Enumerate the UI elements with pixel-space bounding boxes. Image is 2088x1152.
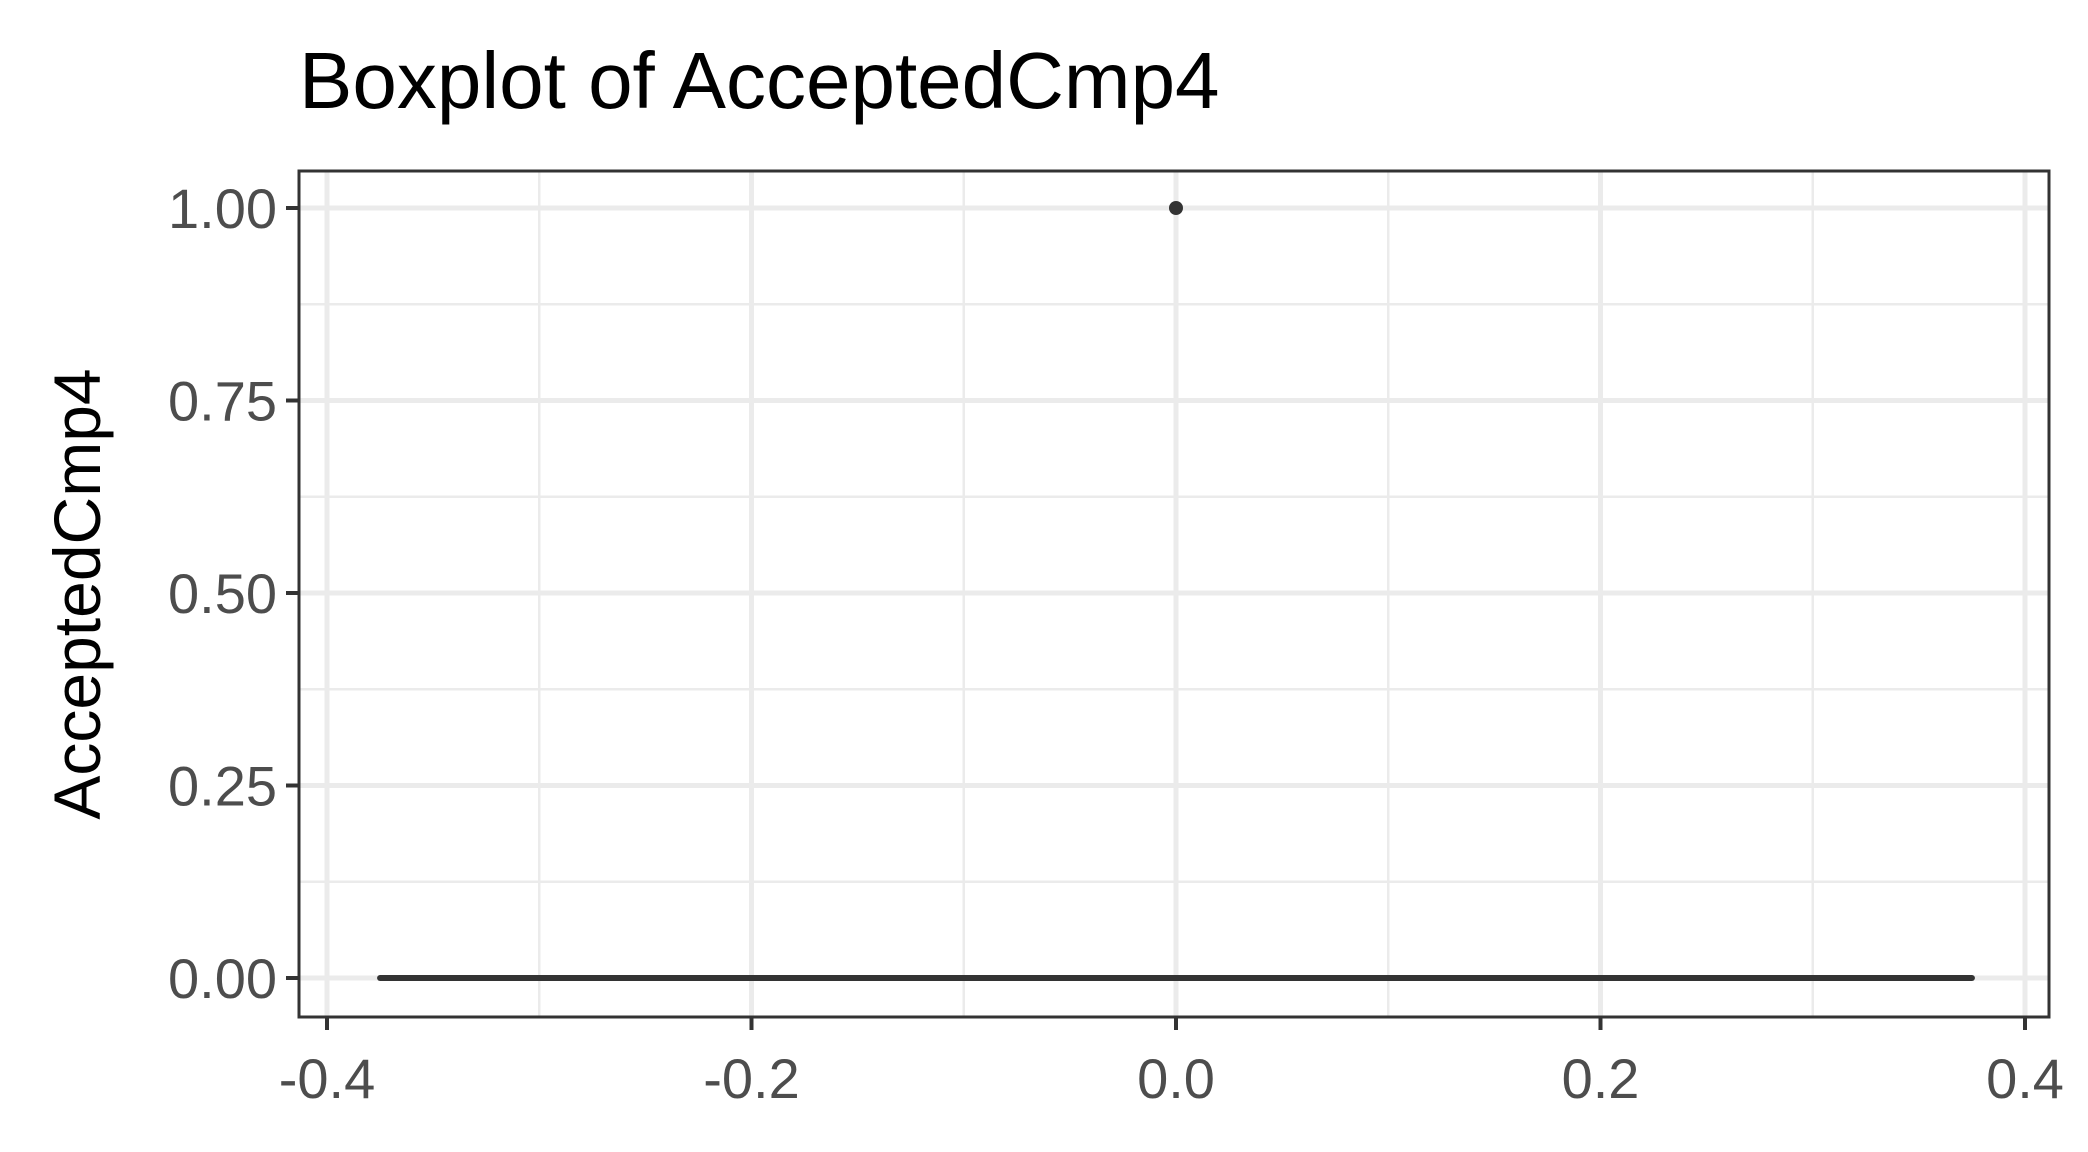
x-tick-label: 0.4 bbox=[1986, 1047, 2064, 1110]
y-tick-label: 1.00 bbox=[168, 177, 277, 240]
x-tick-label: 0.0 bbox=[1137, 1047, 1215, 1110]
y-tick-label: 0.00 bbox=[168, 947, 277, 1010]
axes: -0.4 -0.2 0.0 0.2 0.4 0.00 0.25 0.50 0.75 1.00 bbox=[168, 177, 2064, 1110]
x-tick-label: -0.4 bbox=[279, 1047, 376, 1110]
y-tick-label: 0.75 bbox=[168, 370, 277, 433]
x-tick-label: -0.2 bbox=[703, 1047, 800, 1110]
outlier-point bbox=[1169, 201, 1183, 215]
grid-lines bbox=[299, 171, 2049, 1017]
y-tick-label: 0.50 bbox=[168, 562, 277, 625]
chart-title: Boxplot of AcceptedCmp4 bbox=[299, 36, 1220, 125]
y-tick-label: 0.25 bbox=[168, 755, 277, 818]
plot-data bbox=[377, 201, 1975, 981]
x-tick-label: 0.2 bbox=[1562, 1047, 1640, 1110]
y-axis-title: AcceptedCmp4 bbox=[40, 368, 114, 819]
